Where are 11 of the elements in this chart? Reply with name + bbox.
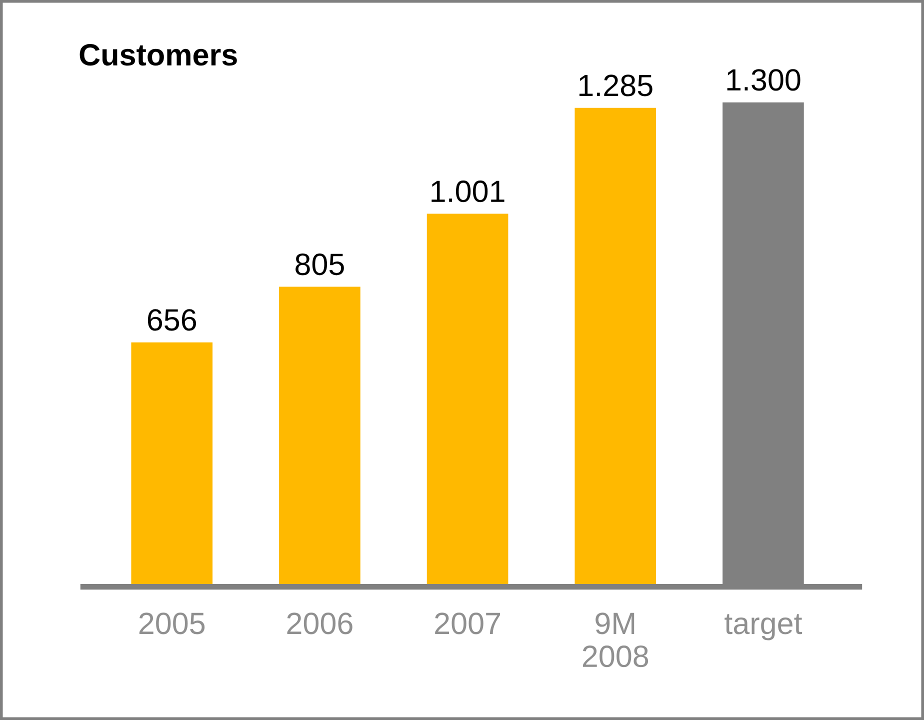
x-tick-label: 2005 xyxy=(139,612,205,634)
x-tick-label: 2006 xyxy=(287,612,352,634)
data-label: 805 xyxy=(296,254,344,276)
x-tick-label: 2007 xyxy=(435,612,500,634)
data-label: 1.285 xyxy=(579,74,652,96)
chart-title: Customers xyxy=(80,44,237,66)
data-label: 1.001 xyxy=(432,180,504,202)
data-label: 656 xyxy=(148,309,196,331)
x-tick-label: 9M 2008 xyxy=(582,612,648,668)
data-label: 1.300 xyxy=(727,69,800,91)
x-tick-label: target xyxy=(724,614,802,640)
